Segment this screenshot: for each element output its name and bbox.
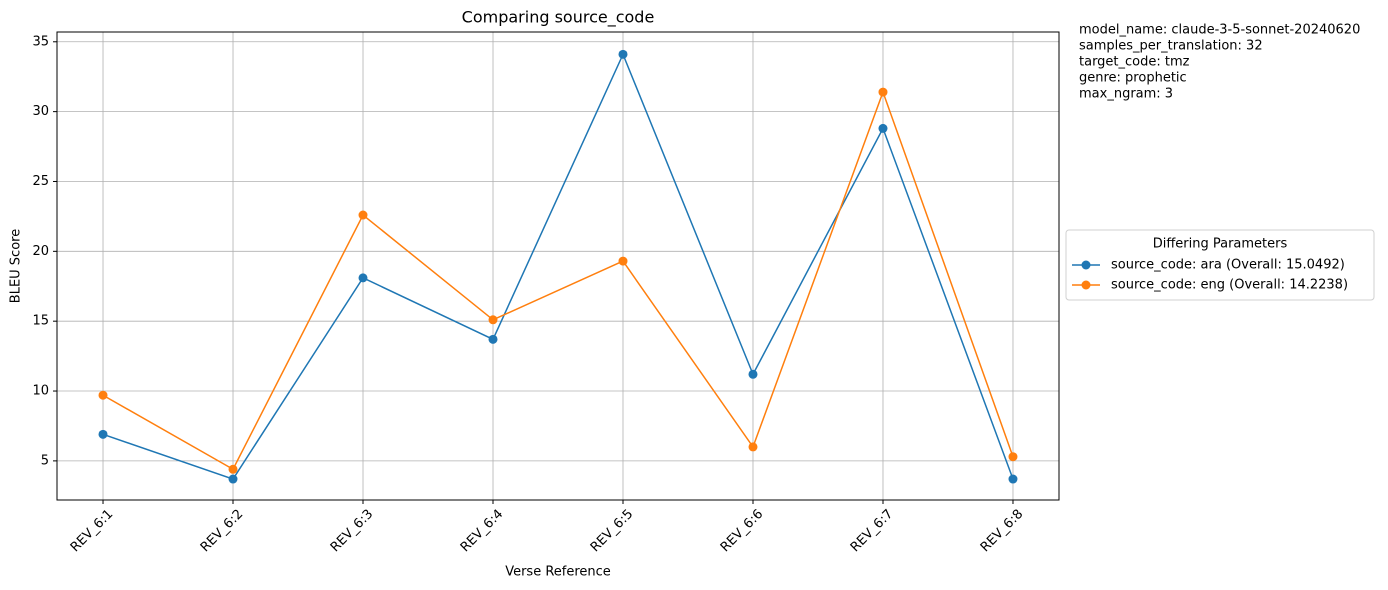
x-tick-label: REV_6:6 (718, 507, 766, 555)
legend-title: Differing Parameters (1153, 237, 1288, 252)
y-tick-label: 30 (32, 104, 49, 119)
x-tick-label: REV_6:4 (458, 507, 506, 555)
point (618, 49, 628, 59)
point (98, 429, 108, 439)
point (748, 442, 758, 452)
y-tick-label: 5 (41, 453, 49, 468)
point (878, 123, 888, 133)
y-tick-label: 25 (32, 174, 49, 189)
legend-marker (1081, 260, 1091, 270)
y-tick-label: 20 (32, 244, 49, 259)
point (228, 474, 238, 484)
x-tick-label: REV_6:5 (588, 507, 636, 555)
legend-box (1065, 229, 1375, 301)
x-axis-label: Verse Reference (505, 565, 611, 580)
x-tick-label: REV_6:7 (848, 507, 896, 555)
legend-label: source_code: ara (Overall: 15.0492) (1111, 258, 1345, 273)
point (358, 210, 368, 220)
point (358, 273, 368, 283)
annotation: model_name: claude-3-5-sonnet-20240620 (1079, 23, 1360, 38)
y-tick-label: 10 (32, 384, 49, 399)
chart-title: Comparing source_code (462, 8, 655, 28)
x-tick-label: REV_6:2 (198, 507, 246, 555)
series-line (102, 52, 1014, 480)
y-tick-label: 35 (32, 34, 49, 49)
point (488, 315, 498, 325)
point (748, 369, 758, 379)
point (618, 256, 628, 266)
annotation: max_ngram: 3 (1079, 87, 1173, 102)
x-tick-label: REV_6:8 (978, 507, 1026, 555)
series-line (102, 89, 1014, 471)
legend-label: source_code: eng (Overall: 14.2238) (1111, 278, 1348, 293)
point (488, 334, 498, 344)
point (1008, 452, 1018, 462)
x-tick-label: REV_6:3 (328, 507, 376, 555)
annotation: target_code: tmz (1079, 55, 1190, 70)
point (878, 87, 888, 97)
legend-marker (1081, 280, 1091, 290)
y-axis-label: BLEU Score (9, 229, 24, 303)
plot-frame (56, 31, 1060, 501)
y-tick-label: 15 (32, 314, 49, 329)
point (1008, 474, 1018, 484)
annotation: samples_per_translation: 32 (1079, 39, 1263, 54)
point (228, 464, 238, 474)
annotation: genre: prophetic (1079, 71, 1187, 86)
point (98, 390, 108, 400)
x-tick-label: REV_6:1 (68, 507, 116, 555)
